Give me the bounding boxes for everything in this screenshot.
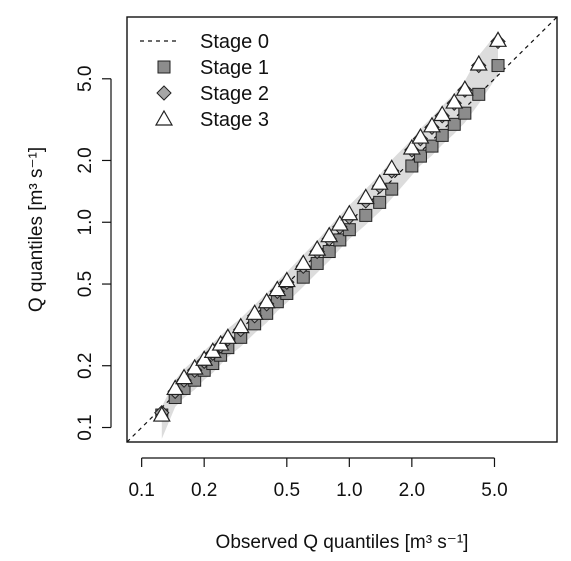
legend-label-2: Stage 2: [200, 83, 269, 105]
point-stage-3-25: [445, 92, 464, 109]
point-stage-3-3: [185, 358, 204, 375]
legend-key-2: [156, 85, 172, 101]
x-tick-label-1: 0.2: [191, 480, 217, 501]
y-axis-label: Q quantiles [m³ s⁻¹]: [26, 147, 47, 312]
point-stage-1-25: [447, 117, 461, 131]
point-stage-3-24: [433, 105, 452, 122]
y-tick-label-0: 0.1: [75, 414, 96, 440]
point-stage-3-1: [166, 379, 185, 396]
point-stage-3-7: [218, 328, 237, 344]
legend-label-3: Stage 3: [200, 109, 269, 131]
legend: Stage 0 Stage 1 Stage 2 Stage 3: [140, 31, 269, 131]
point-stage-1-18: [359, 208, 373, 222]
legend-key-1: [157, 60, 171, 74]
point-stage-3-22: [411, 127, 430, 144]
point-stage-3-17: [340, 204, 359, 221]
point-stage-1-27: [472, 87, 486, 101]
point-stage-3-14: [308, 239, 327, 256]
point-stage-3-19: [370, 173, 389, 190]
y-tick-label-4: 2.0: [75, 147, 96, 173]
x-tick-label-3: 1.0: [336, 480, 362, 501]
point-stage-3-15: [320, 226, 339, 243]
point-stage-3-11: [268, 280, 287, 297]
x-axis: 0.1 0.2 0.5 1.0 2.0 5.0: [128, 457, 508, 501]
point-stage-3-9: [245, 304, 264, 320]
x-tick-label-0: 0.1: [128, 480, 154, 501]
point-stage-1-19: [373, 195, 387, 209]
point-stage-1-26: [458, 106, 472, 120]
y-axis: 0.1 0.2 0.5 1.0 2.0 5.0: [75, 66, 112, 441]
point-stage-3-10: [257, 292, 276, 309]
point-stage-3-20: [382, 159, 401, 175]
point-stage-3-4: [195, 350, 214, 366]
point-stage-1-15: [322, 245, 336, 259]
point-stage-3-23: [422, 116, 442, 133]
points-layer: [152, 31, 508, 422]
legend-label-1: Stage 1: [200, 57, 269, 79]
legend-label-0: Stage 0: [200, 31, 269, 53]
point-stage-1-28: [491, 59, 505, 73]
point-stage-3-16: [330, 214, 349, 231]
x-tick-label-4: 2.0: [399, 480, 425, 501]
point-stage-3-8: [231, 317, 250, 334]
x-tick-label-2: 0.5: [274, 480, 300, 501]
x-tick-label-5: 5.0: [481, 480, 507, 501]
point-stage-1-21: [405, 159, 419, 173]
legend-key-3: [154, 109, 174, 126]
y-tick-label-3: 1.0: [75, 209, 96, 235]
point-stage-3-27: [469, 54, 488, 71]
y-tick-label-5: 5.0: [75, 66, 96, 92]
point-stage-3-0: [152, 405, 171, 422]
point-stage-3-18: [356, 188, 375, 205]
point-stage-3-21: [402, 138, 421, 155]
y-tick-label-1: 0.2: [75, 353, 96, 379]
x-axis-label: Observed Q quantiles [m³ s⁻¹]: [216, 532, 469, 553]
point-stage-3-28: [488, 31, 508, 47]
plot-area-border: [126, 16, 558, 443]
y-tick-label-2: 0.5: [75, 271, 96, 297]
point-stage-3-2: [175, 368, 194, 385]
point-stage-3-26: [455, 79, 474, 96]
point-stage-3-12: [277, 271, 296, 288]
point-stage-3-13: [294, 254, 313, 271]
